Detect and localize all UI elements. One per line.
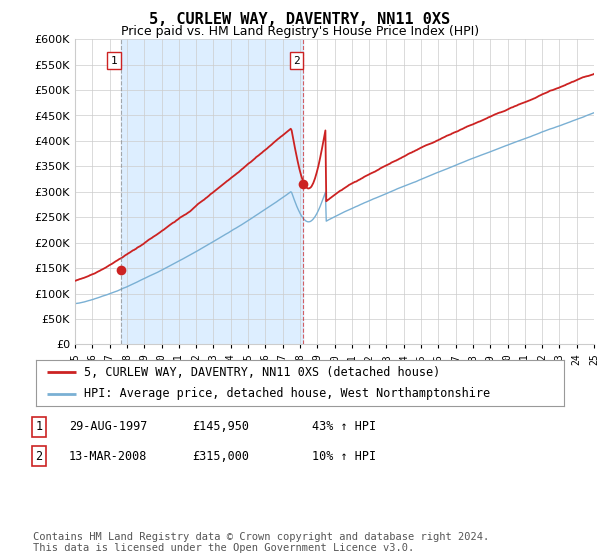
Text: 1: 1	[35, 420, 43, 433]
Text: 5, CURLEW WAY, DAVENTRY, NN11 0XS: 5, CURLEW WAY, DAVENTRY, NN11 0XS	[149, 12, 451, 27]
Text: Price paid vs. HM Land Registry's House Price Index (HPI): Price paid vs. HM Land Registry's House …	[121, 25, 479, 38]
Text: 43% ↑ HPI: 43% ↑ HPI	[312, 420, 376, 433]
Text: £145,950: £145,950	[192, 420, 249, 433]
Text: 13-MAR-2008: 13-MAR-2008	[69, 450, 148, 463]
Text: £315,000: £315,000	[192, 450, 249, 463]
Text: 10% ↑ HPI: 10% ↑ HPI	[312, 450, 376, 463]
Text: HPI: Average price, detached house, West Northamptonshire: HPI: Average price, detached house, West…	[83, 387, 490, 400]
Text: 29-AUG-1997: 29-AUG-1997	[69, 420, 148, 433]
Text: 2: 2	[35, 450, 43, 463]
Text: 1: 1	[111, 55, 118, 66]
Text: 5, CURLEW WAY, DAVENTRY, NN11 0XS (detached house): 5, CURLEW WAY, DAVENTRY, NN11 0XS (detac…	[83, 366, 440, 379]
Text: Contains HM Land Registry data © Crown copyright and database right 2024.
This d: Contains HM Land Registry data © Crown c…	[33, 531, 489, 553]
Text: 2: 2	[293, 55, 300, 66]
Bar	[121, 39, 304, 344]
